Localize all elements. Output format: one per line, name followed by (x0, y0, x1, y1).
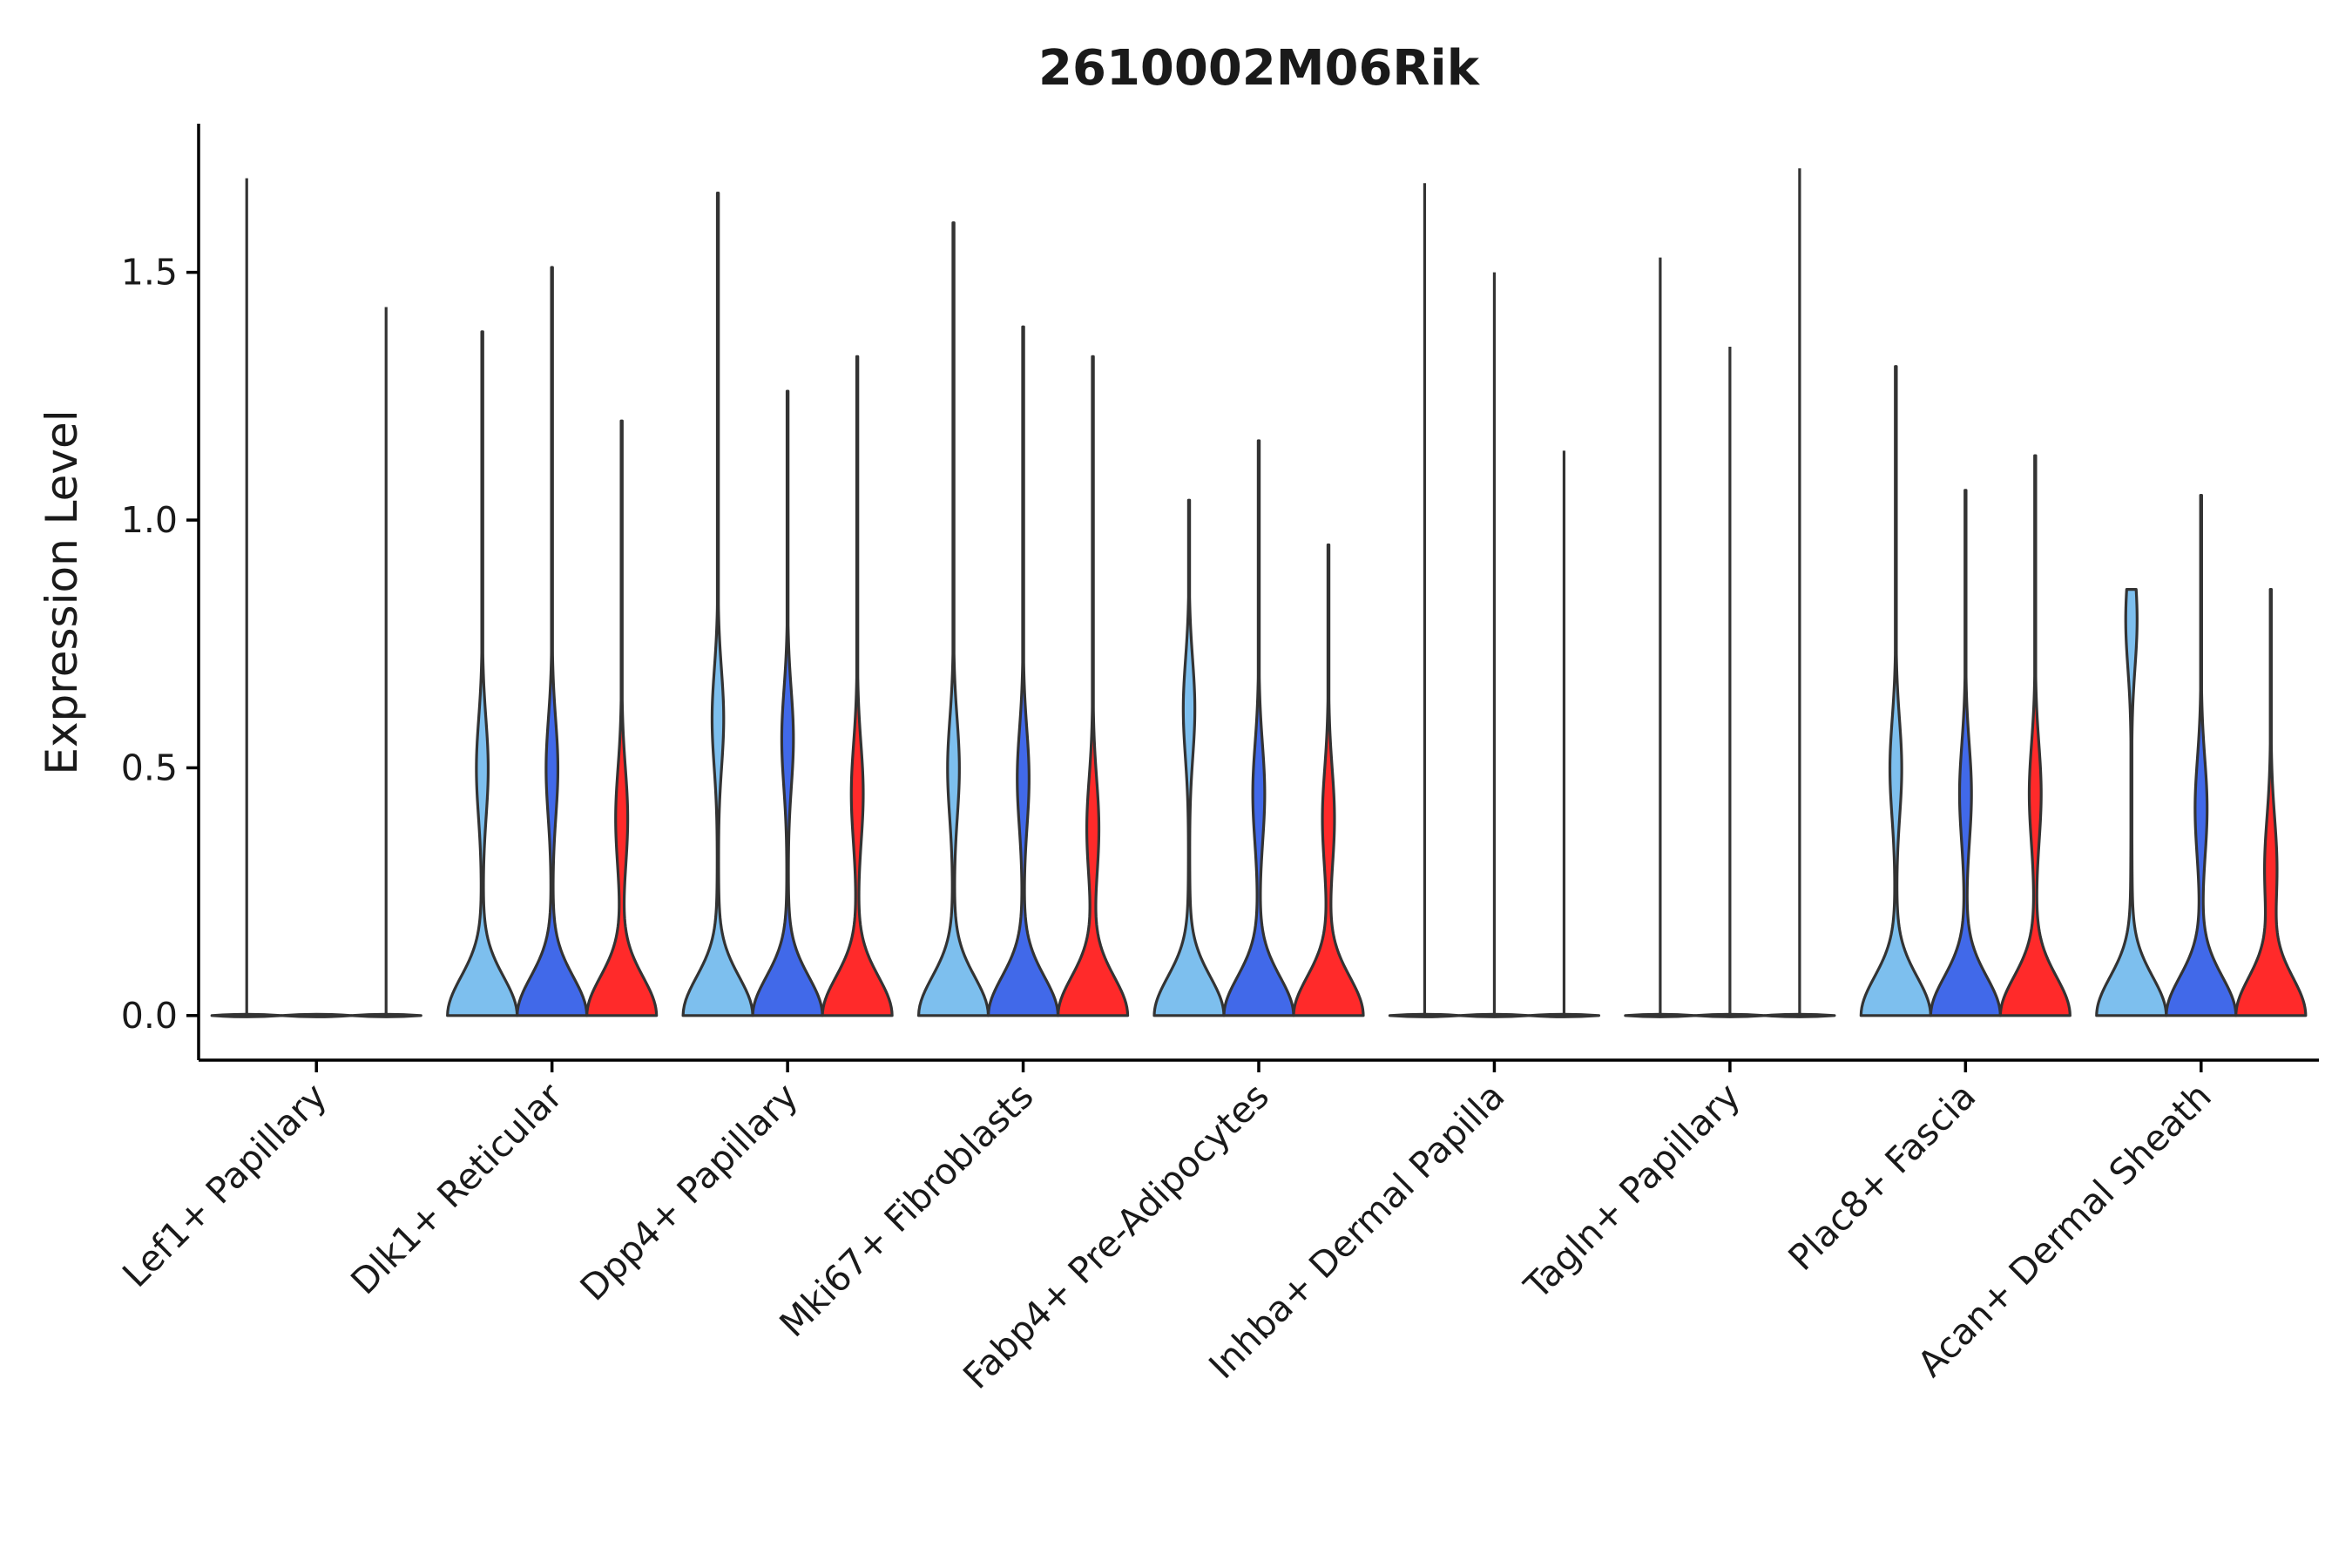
violin-mki67-fibroblasts-group-2 (986, 325, 1060, 1017)
violin-lef1-papillary-group-3 (349, 307, 422, 1018)
violin-lef1-papillary-group-2 (280, 1012, 353, 1018)
violin-tagln-papillary-group-3 (1763, 168, 1836, 1018)
x-tick-label-tagln-papillary: Tagln+ Papillary (1516, 1075, 1748, 1308)
y-tick-label-1: 0.5 (121, 747, 178, 788)
violin-dlk1-reticular-group-1 (446, 330, 519, 1017)
violin-inhba-dermal-papilla-group-2 (1457, 272, 1531, 1018)
violin-dlk1-reticular-group-2 (516, 266, 589, 1017)
violin-inhba-dermal-papilla-group-3 (1527, 450, 1601, 1018)
violin-tagln-papillary-group-2 (1693, 346, 1767, 1018)
x-tick-label-mki67-fibroblasts: Mki67+ Fibroblasts (772, 1075, 1042, 1345)
violin-dpp4-papillary-group-3 (821, 355, 894, 1017)
violin-tagln-papillary-group-1 (1624, 257, 1697, 1018)
violin-lef1-papillary-group-2-body (280, 1012, 353, 1018)
violin-inhba-dermal-papilla-group-3-body (1527, 1012, 1601, 1018)
x-tick-label-lef1-papillary: Lef1+ Papillary (114, 1075, 335, 1295)
y-tick-label-0: 0.0 (121, 995, 178, 1037)
violin-acan-dermal-sheath-group-2 (2165, 493, 2238, 1017)
y-tick-label-3: 1.5 (121, 252, 178, 294)
chart-title: 2610002M06Rik (1038, 40, 1481, 97)
violin-dpp4-papillary-group-1 (681, 192, 754, 1017)
violin-mki67-fibroblasts-group-3 (1056, 355, 1130, 1017)
axes: 0.0 0.5 1.0 1.5 Lef1+ Papillary Dlk1+ Reticul… (114, 124, 2319, 1397)
violin-acan-dermal-sheath-group-3 (2234, 588, 2308, 1017)
x-tick-label-dpp4-papillary: Dpp4+ Papillary (572, 1075, 806, 1308)
violin-lef1-papillary-group-1 (210, 178, 283, 1018)
violin-acan-dermal-sheath-group-1 (2095, 588, 2168, 1017)
violin-plac8-fascia-group-2 (1929, 489, 2002, 1017)
violin-fabp4-pre-adipocytes-group-3 (1292, 543, 1365, 1017)
violin-fabp4-pre-adipocytes-group-2 (1222, 439, 1295, 1017)
violin-mki67-fibroblasts-group-1 (916, 221, 990, 1017)
y-tick-label-2: 1.0 (121, 499, 178, 541)
violin-plac8-fascia-group-1 (1859, 365, 1932, 1017)
x-tick-label-plac8-fascia: Plac8+ Fascia (1781, 1075, 1984, 1279)
violin-group (210, 168, 2308, 1018)
y-axis-label: Expression Level (37, 409, 87, 774)
violin-inhba-dermal-papilla-group-1 (1388, 183, 1462, 1018)
violin-dpp4-papillary-group-2 (751, 389, 824, 1017)
violin-lef1-papillary-group-3-body (349, 1012, 422, 1018)
violin-fabp4-pre-adipocytes-group-1 (1152, 498, 1226, 1017)
x-tick-label-dlk1-reticular: Dlk1+ Reticular (343, 1075, 571, 1302)
violin-plac8-fascia-group-3 (1998, 454, 2072, 1017)
violin-tagln-papillary-group-3-body (1763, 1012, 1836, 1018)
violin-dlk1-reticular-group-3 (585, 419, 659, 1017)
